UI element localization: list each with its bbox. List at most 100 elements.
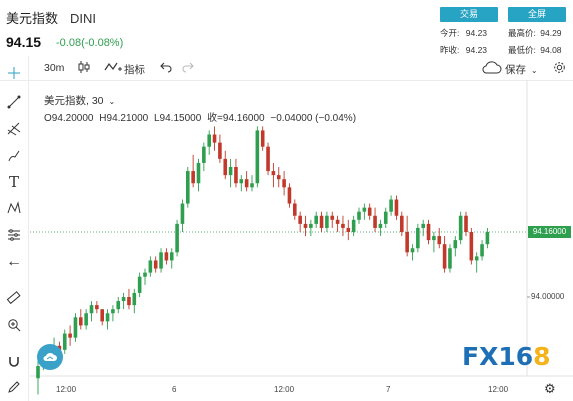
candle-body — [351, 219, 356, 232]
legend-symbol: 美元指数, 30 — [44, 95, 104, 107]
candle-body — [234, 167, 238, 184]
candle-body — [464, 215, 468, 232]
candle-body — [79, 317, 83, 326]
candle-body — [362, 207, 367, 212]
candle-body — [480, 244, 484, 257]
x-tick-label: 12:00 — [274, 385, 295, 394]
ohlc-legend: O94.20000 H94.21000 L94.15000 收=94.16000… — [44, 109, 359, 124]
save-button[interactable]: 保存 ⌄ — [505, 62, 538, 77]
last-price-tag: 94.16000 — [528, 226, 571, 238]
legend-close: 收=94.16000 — [207, 113, 265, 124]
back-arrow-icon[interactable]: ← — [6, 253, 22, 270]
candle-body — [383, 211, 388, 224]
candle-body — [127, 297, 131, 306]
candle-body — [458, 215, 463, 241]
candle-body — [137, 276, 142, 293]
candle-body — [309, 223, 313, 228]
candle-body — [244, 179, 249, 188]
logo-text-accent: 8 — [533, 342, 551, 371]
fullscreen-button[interactable]: 全屏 — [508, 7, 566, 22]
brush-icon[interactable] — [5, 147, 23, 165]
trend-line-icon[interactable] — [5, 93, 23, 111]
legend-chevron-down-icon[interactable]: ⌄ — [108, 97, 116, 106]
axis-settings-icon[interactable]: ⚙ — [544, 381, 556, 396]
candle-body — [100, 309, 104, 322]
undo-icon[interactable] — [160, 61, 172, 76]
instrument-title: 美元指数 DINI — [6, 8, 96, 27]
settings-icon[interactable] — [553, 61, 566, 77]
candle-body — [186, 171, 190, 204]
candle-body — [89, 305, 94, 314]
candle-body — [159, 252, 163, 269]
high-value: 94.29 — [540, 28, 562, 38]
candle-body — [180, 203, 185, 224]
candle-body — [437, 236, 442, 245]
candle-body — [314, 215, 318, 224]
legend-high: H94.21000 — [99, 113, 149, 124]
candle-body — [143, 272, 147, 277]
low-label: 最低价: — [508, 45, 536, 55]
measure-list-icon[interactable] — [5, 226, 23, 244]
candle-type-icon[interactable] — [77, 60, 91, 77]
candle-body — [36, 366, 40, 379]
cloud-icon[interactable] — [482, 61, 502, 77]
drawing-toolbar — [0, 56, 29, 401]
legend-change: −0.04000 (−0.04%) — [270, 113, 357, 124]
fx168-logo: FX168 — [462, 342, 551, 371]
magnet-icon[interactable] — [5, 352, 23, 370]
series-legend: 美元指数, 30 ⌄ — [44, 93, 115, 108]
candle-body — [330, 215, 335, 220]
x-tick-label: 7 — [386, 385, 391, 394]
candle-body — [394, 199, 399, 216]
candle-body — [367, 207, 372, 216]
fib-icon[interactable] — [5, 120, 23, 138]
quote-open: 今开: 94.23 — [440, 27, 487, 39]
candle-body — [212, 134, 217, 143]
candle-body — [62, 333, 67, 350]
prev-label: 昨收: — [440, 45, 460, 55]
candle-body — [191, 171, 195, 184]
zoom-in-icon[interactable] — [5, 316, 23, 334]
indicator-icon[interactable] — [104, 60, 122, 77]
quote-low: 最低价: 94.08 — [508, 44, 562, 56]
lock-pencil-icon[interactable] — [5, 378, 23, 396]
candle-body — [169, 252, 174, 261]
open-value: 94.23 — [465, 28, 488, 38]
candle-body — [175, 223, 179, 253]
quote-high: 最高价: 94.29 — [508, 27, 562, 39]
candle-body — [319, 215, 324, 228]
candle-body — [341, 223, 345, 228]
interval-select[interactable]: 30m — [44, 62, 65, 74]
prev-value: 94.23 — [465, 45, 488, 55]
indicator-label[interactable]: 指标 — [124, 64, 145, 76]
candle-body — [116, 301, 121, 310]
chevron-down-icon: ⌄ — [530, 66, 538, 75]
instrument-code: DINI — [70, 11, 97, 26]
crosshair-icon[interactable] — [5, 64, 23, 82]
candle-body — [303, 223, 308, 228]
candle-body — [121, 297, 126, 302]
text-tool-icon[interactable]: T — [8, 173, 19, 191]
candle-body — [287, 187, 292, 204]
high-label: 最高价: — [508, 28, 536, 38]
candle-body — [469, 232, 474, 261]
candle-body — [68, 333, 72, 338]
candle-body — [325, 215, 329, 228]
candle-body — [282, 179, 286, 188]
candle-body — [239, 179, 244, 184]
cloud-upload-button[interactable] — [37, 344, 63, 370]
legend-low: L94.15000 — [154, 113, 202, 124]
trade-button[interactable]: 交易 — [440, 7, 498, 22]
candle-body — [474, 256, 479, 261]
candle-body — [73, 317, 78, 338]
candle-body — [148, 260, 153, 273]
pattern-icon[interactable] — [5, 199, 23, 217]
candle-body — [266, 146, 270, 172]
candle-body — [448, 248, 452, 269]
last-price: 94.15 — [6, 34, 42, 50]
ruler-icon[interactable] — [5, 289, 23, 307]
redo-icon[interactable] — [182, 61, 194, 76]
candle-body — [228, 167, 233, 176]
candle-body — [410, 248, 415, 253]
